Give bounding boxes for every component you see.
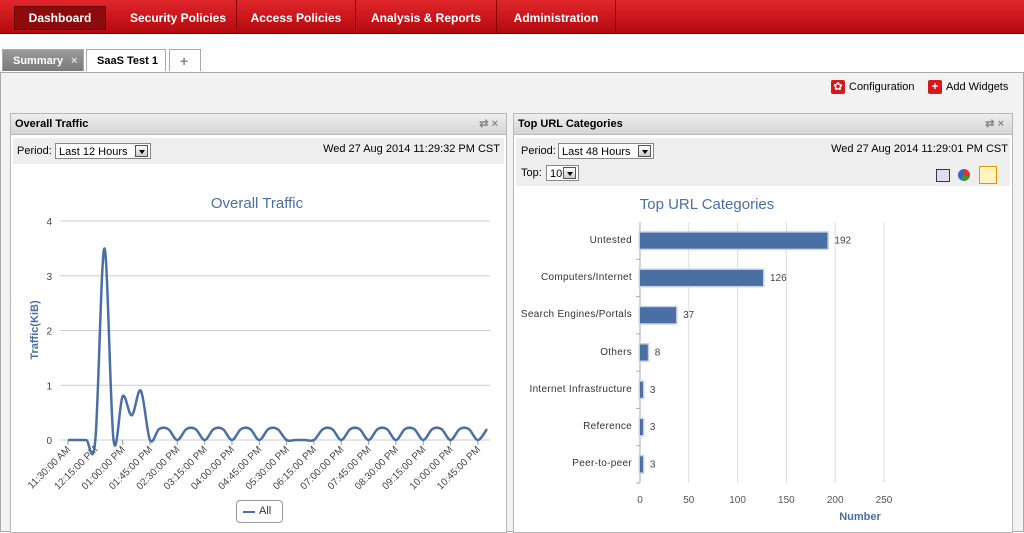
toolbar-button[interactable]: Configuration bbox=[849, 81, 915, 93]
controls-row: Period: Last 12 Hours Wed 27 Aug 2014 11… bbox=[13, 138, 504, 164]
period-label: Period: bbox=[521, 145, 556, 157]
add-icon[interactable]: + bbox=[928, 80, 942, 94]
config-icon[interactable]: ✿ bbox=[831, 80, 845, 94]
widget-header: Overall Traffic ⇄ × bbox=[11, 114, 506, 135]
table-icon[interactable] bbox=[936, 169, 950, 182]
tab[interactable]: Summary × bbox=[2, 49, 84, 71]
tab[interactable]: SaaS Test 1 bbox=[86, 49, 166, 71]
widget-title: Top URL Categories bbox=[518, 118, 623, 130]
widget-header: Top URL Categories ⇄ × bbox=[514, 114, 1012, 135]
nav-item[interactable]: Analysis & Reports bbox=[356, 0, 497, 33]
tab-label: SaaS Test 1 bbox=[97, 55, 158, 67]
select-value: Last 12 Hours bbox=[59, 146, 128, 158]
legend-swatch bbox=[243, 511, 255, 513]
nav-bar: Dashboard Security Policies Access Polic… bbox=[0, 0, 1024, 34]
controls-row: Period: Last 48 Hours Top: 10 Wed 27 Aug… bbox=[516, 138, 1010, 186]
timestamp: Wed 27 Aug 2014 11:29:01 PM CST bbox=[831, 143, 1008, 155]
y-tick-label: Untested bbox=[589, 234, 632, 246]
period-select[interactable]: Last 12 Hours bbox=[55, 143, 151, 159]
y-tick-label: Internet Infrastructure bbox=[529, 383, 632, 395]
y-tick-label: Peer-to-peer bbox=[572, 458, 632, 470]
legend[interactable]: All bbox=[236, 500, 283, 523]
widget-title: Overall Traffic bbox=[15, 118, 89, 130]
add-tab[interactable]: + bbox=[169, 49, 201, 71]
timestamp: Wed 27 Aug 2014 11:29:32 PM CST bbox=[323, 143, 500, 155]
period-select[interactable]: Last 48 Hours bbox=[558, 143, 654, 159]
select-value: Last 48 Hours bbox=[562, 146, 631, 158]
widget: Top URL Categories ⇄ × Period: Last 48 Ho… bbox=[513, 113, 1013, 533]
widget-controls[interactable]: ⇄ × bbox=[985, 118, 1004, 130]
dropdown-arrow[interactable] bbox=[638, 145, 651, 157]
top-label: Top: bbox=[521, 167, 542, 179]
close-icon[interactable]: × bbox=[71, 55, 78, 67]
dropdown-arrow[interactable] bbox=[135, 145, 148, 157]
top-select[interactable]: 10 bbox=[546, 165, 579, 181]
nav-item[interactable]: Administration bbox=[497, 0, 616, 33]
y-tick-label: Reference bbox=[583, 421, 632, 433]
y-tick-label: Others bbox=[600, 346, 632, 358]
nav-item[interactable]: Dashboard bbox=[14, 6, 106, 30]
y-tick-label: Computers/Internet bbox=[541, 271, 632, 283]
bar-icon[interactable] bbox=[979, 166, 997, 184]
pie-icon[interactable] bbox=[958, 169, 970, 181]
widget: Overall Traffic ⇄ × Period: Last 12 Hours… bbox=[10, 113, 507, 533]
select-value: 10 bbox=[550, 168, 563, 180]
nav-item[interactable]: Access Policies bbox=[237, 0, 356, 33]
tab-label: Summary bbox=[13, 55, 64, 67]
dropdown-arrow[interactable] bbox=[563, 167, 576, 179]
toolbar-button[interactable]: Add Widgets bbox=[946, 81, 1009, 93]
legend-label: All bbox=[259, 505, 272, 517]
nav-item[interactable]: Security Policies bbox=[120, 0, 237, 33]
period-label: Period: bbox=[17, 145, 52, 157]
widget-controls[interactable]: ⇄ × bbox=[479, 118, 498, 130]
y-tick-label: Search Engines/Portals bbox=[520, 309, 632, 321]
